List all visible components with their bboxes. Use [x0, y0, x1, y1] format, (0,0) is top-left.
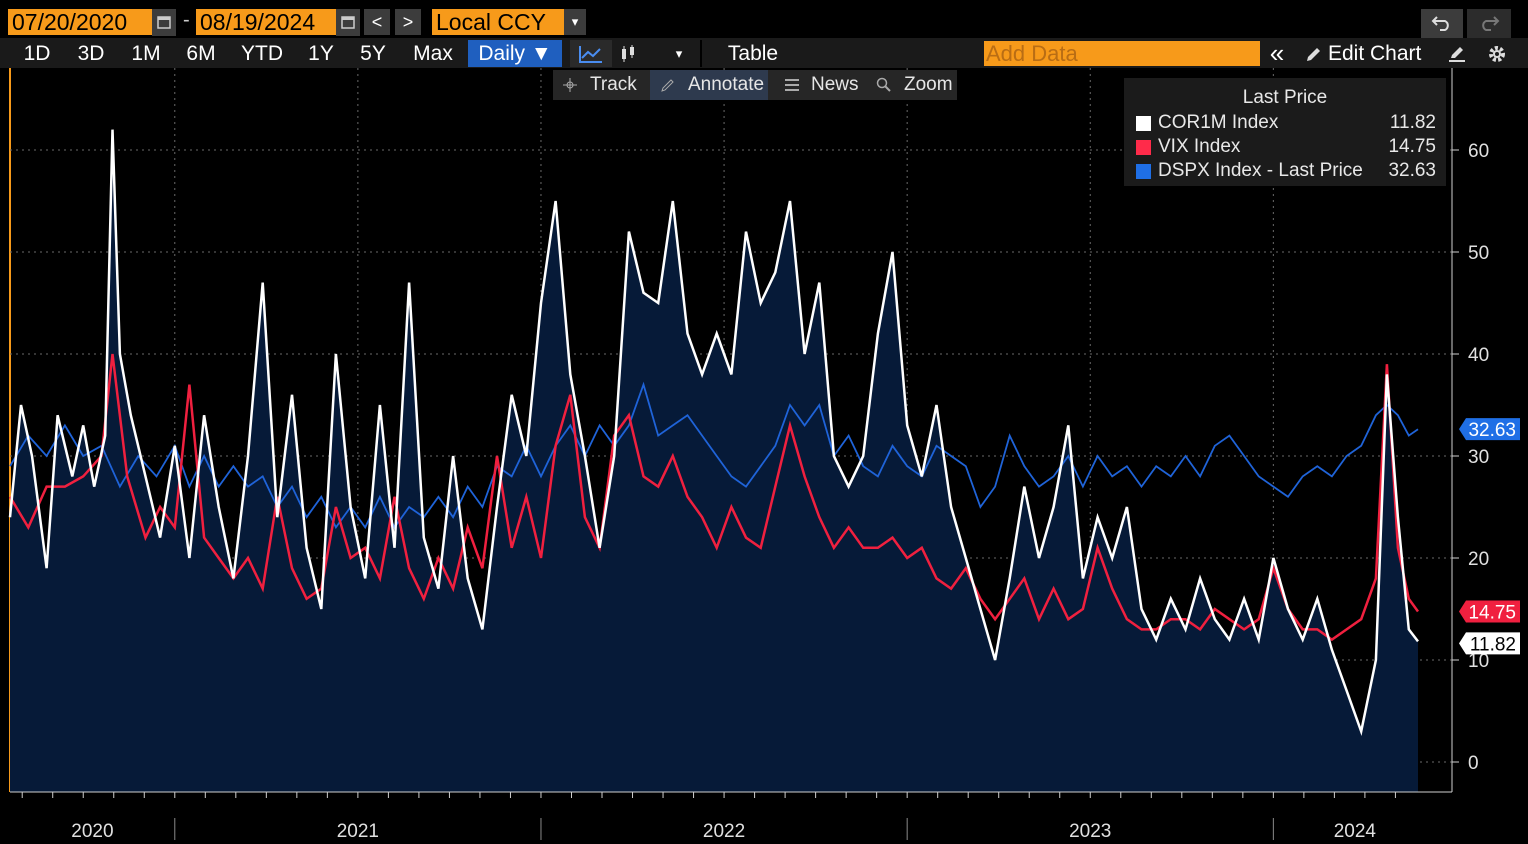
- range-5y-button[interactable]: 5Y: [360, 42, 386, 65]
- zoom-button[interactable]: Zoom: [904, 74, 953, 95]
- legend-title: Last Price: [1242, 87, 1328, 108]
- annotate-button[interactable]: Annotate: [688, 74, 765, 95]
- last-value-tag-label: 32.63: [1468, 420, 1516, 441]
- last-value-tag: 11.82: [1459, 632, 1520, 655]
- edit-chart-button[interactable]: Edit Chart: [1328, 42, 1422, 65]
- currency-dropdown-chevron-icon[interactable]: ▾: [564, 9, 586, 35]
- cor1m-area-fill: [10, 129, 1418, 793]
- legend-item-dspx[interactable]: DSPX Index - Last Price 32.63: [1136, 160, 1438, 184]
- last-value-tag-label: 14.75: [1468, 603, 1516, 624]
- track-button[interactable]: Track: [590, 74, 637, 95]
- news-button[interactable]: News: [811, 74, 859, 95]
- last-value-tag-label: 11.82: [1470, 634, 1516, 655]
- toolbar-divider: [700, 40, 702, 67]
- crosshair-icon[interactable]: [562, 70, 582, 100]
- chart-area[interactable]: 0 10 20 30 40 50 60 2020 2021 2022 2023 2024 32.63…: [0, 68, 1528, 844]
- x-tick-label: 2021: [337, 821, 379, 842]
- y-tick-label: 40: [1468, 345, 1489, 366]
- calendar-icon[interactable]: [152, 9, 176, 36]
- legend-item-vix[interactable]: VIX Index 14.75: [1136, 136, 1438, 160]
- range-ytd-button[interactable]: YTD: [241, 42, 283, 65]
- redo-icon[interactable]: [1467, 9, 1511, 38]
- range-1d-button[interactable]: 1D: [23, 42, 51, 65]
- legend-label: VIX Index: [1158, 136, 1241, 157]
- x-tick-label: 2022: [703, 821, 745, 842]
- table-button[interactable]: Table: [727, 42, 779, 65]
- last-value-tag: 32.63: [1459, 418, 1520, 441]
- y-tick-label: 20: [1468, 549, 1489, 570]
- candlestick-icon[interactable]: [614, 40, 642, 67]
- frequency-select[interactable]: Daily ▼: [468, 40, 562, 67]
- currency-select[interactable]: Local CCY: [432, 9, 564, 35]
- vix-series-line: [8, 353, 1420, 642]
- chart-legend: Last Price COR1M Index 11.82 VIX Index 1…: [1124, 78, 1446, 186]
- add-data-input[interactable]: Add Data: [984, 41, 1260, 66]
- y-tick-label: 30: [1468, 447, 1489, 468]
- range-max-button[interactable]: Max: [413, 42, 453, 65]
- y-tick-label: 0: [1468, 753, 1479, 774]
- pencil-icon[interactable]: [1302, 40, 1326, 67]
- y-tick-label: 10: [1468, 651, 1489, 672]
- line-chart-icon[interactable]: [570, 40, 612, 67]
- undo-icon[interactable]: [1421, 9, 1463, 38]
- date-separator: -: [183, 9, 190, 31]
- range-6m-button[interactable]: 6M: [186, 42, 216, 65]
- prev-period-button[interactable]: <: [364, 9, 390, 35]
- toolbar-row-dates: 07/20/2020 - 08/19/2024 < > Local CCY ▾: [0, 0, 1528, 38]
- dspx-series-line: [9, 381, 1419, 530]
- chart-type-chevron-down-icon[interactable]: ▾: [675, 46, 683, 61]
- legend-item-cor1m[interactable]: COR1M Index 11.82: [1136, 112, 1438, 136]
- gear-icon[interactable]: [1482, 40, 1512, 67]
- toolbar-row-ranges: [0, 38, 1528, 68]
- range-3d-button[interactable]: 3D: [77, 42, 105, 65]
- legend-value: 11.82: [1389, 112, 1436, 133]
- end-date-field[interactable]: 08/19/2024: [196, 9, 338, 35]
- start-date-field[interactable]: 07/20/2020: [8, 9, 156, 35]
- legend-value: 14.75: [1388, 136, 1436, 157]
- x-tick-label: 2024: [1334, 821, 1377, 842]
- range-1y-button[interactable]: 1Y: [308, 42, 334, 65]
- next-period-button[interactable]: >: [395, 9, 421, 35]
- x-tick-label: 2020: [71, 821, 113, 842]
- x-tick-label: 2023: [1069, 821, 1111, 842]
- calendar-icon[interactable]: [336, 9, 360, 36]
- legend-swatch: [1136, 164, 1151, 179]
- pencil-icon[interactable]: [660, 70, 680, 100]
- search-icon[interactable]: [876, 70, 896, 100]
- y-tick-label: 50: [1468, 243, 1489, 264]
- last-value-tag: 14.75: [1459, 600, 1520, 624]
- legend-label: COR1M Index: [1158, 112, 1279, 133]
- news-list-icon[interactable]: [784, 70, 804, 100]
- range-1m-button[interactable]: 1M: [131, 42, 161, 65]
- cor1m-series-line: [8, 129, 1419, 737]
- legend-swatch: [1136, 140, 1151, 155]
- legend-value: 32.63: [1388, 160, 1436, 181]
- legend-swatch: [1136, 116, 1151, 131]
- legend-label: DSPX Index - Last Price: [1158, 160, 1363, 181]
- collapse-toolbar-button[interactable]: «: [1269, 38, 1285, 68]
- chart-edit-icon[interactable]: [1442, 40, 1472, 67]
- y-tick-label: 60: [1468, 141, 1489, 162]
